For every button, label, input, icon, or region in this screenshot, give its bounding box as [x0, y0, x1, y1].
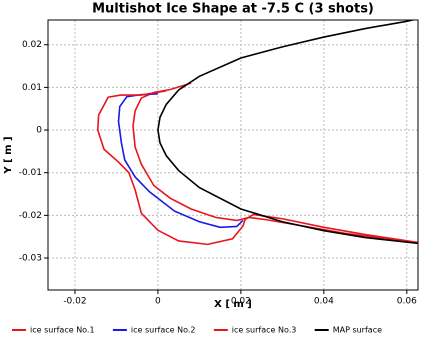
y-tick-label: -0.01: [19, 168, 42, 178]
series-line: [157, 20, 418, 245]
plot-lines: [96, 20, 418, 246]
x-tick-label: 0: [155, 297, 161, 307]
grid: [48, 20, 418, 290]
series-line: [96, 90, 418, 246]
x-axis-label: X [ m ]: [214, 299, 252, 310]
x-tick-label: -0.02: [63, 297, 86, 307]
y-tick-label: 0.01: [22, 83, 42, 93]
series-line: [117, 92, 244, 229]
y-axis-label: Y [ m ]: [3, 136, 14, 174]
x-tick-label: 0.04: [314, 297, 334, 307]
x-tick-label: 0.02: [231, 297, 251, 307]
y-tick-label: 0: [36, 126, 42, 136]
y-tick-label: 0.02: [22, 40, 42, 50]
legend-label: ice surface No.2: [131, 326, 196, 335]
plot-frame: [47, 19, 419, 291]
legend: ice surface No.1 ice surface No.2 ice surf…: [12, 326, 382, 335]
legend-label: ice surface No.1: [30, 326, 95, 335]
y-tick-label: -0.02: [19, 211, 42, 221]
legend-label: MAP surface: [333, 326, 382, 335]
legend-label: ice surface No.3: [232, 326, 297, 335]
y-tick-label: -0.03: [19, 254, 42, 264]
x-tick-label: 0.06: [397, 297, 417, 307]
chart-title: Multishot Ice Shape at -7.5 C (3 shots): [92, 2, 374, 17]
